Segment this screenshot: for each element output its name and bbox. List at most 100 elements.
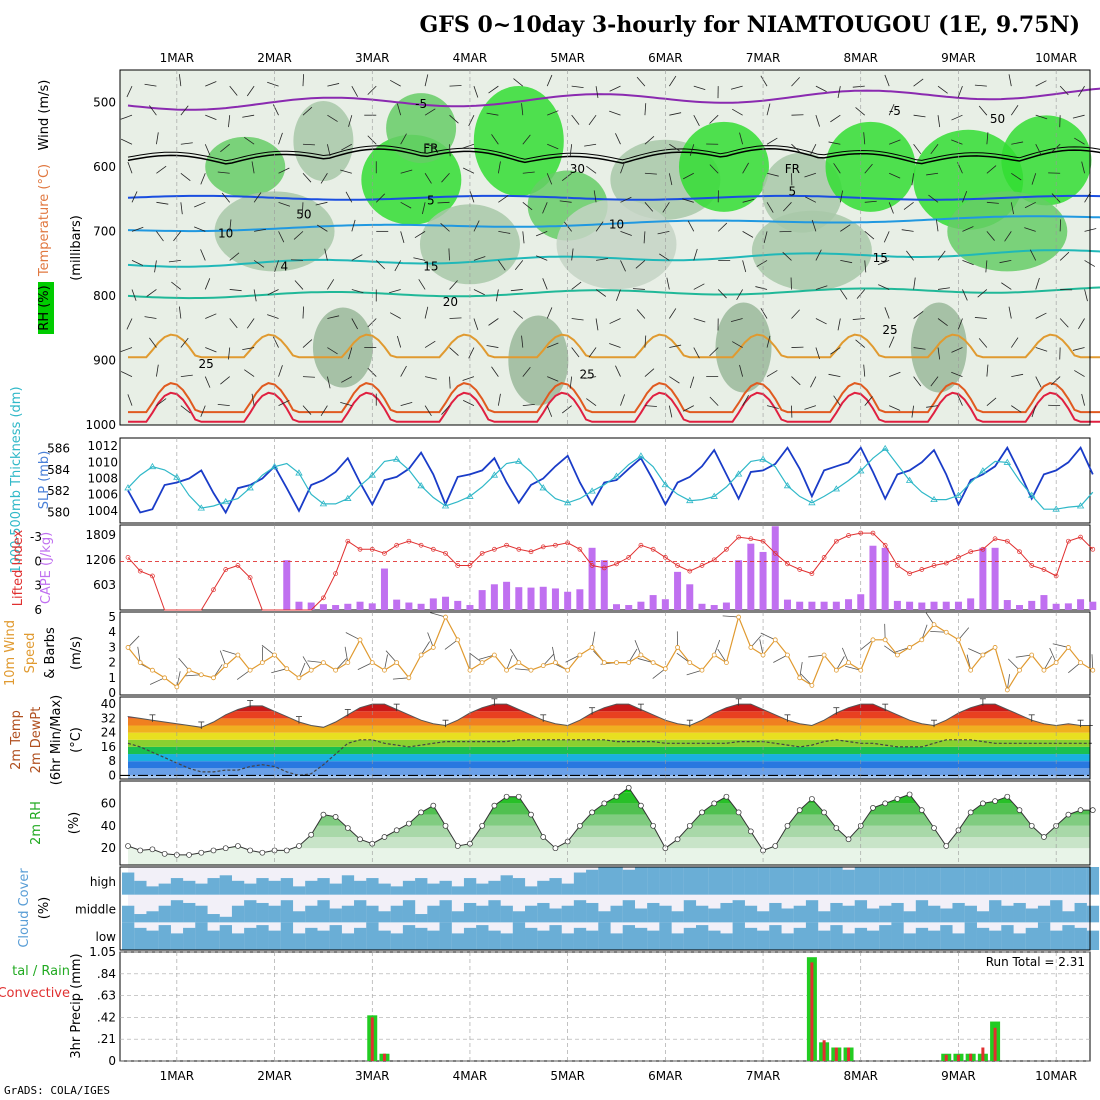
wind-barb — [889, 172, 901, 179]
rh-region — [678, 121, 769, 212]
wind-barb — [278, 167, 290, 174]
wind-barb — [791, 143, 801, 153]
wind-barb — [962, 260, 974, 266]
wind-barb — [682, 198, 694, 203]
wind-barb — [449, 347, 459, 356]
wind-barb — [864, 200, 877, 203]
cloud-cell — [280, 900, 294, 923]
wind-barb — [913, 347, 926, 350]
cloud-cell — [476, 883, 489, 895]
cape-bar — [930, 601, 938, 610]
wind-barb — [200, 405, 206, 417]
cloud-cell — [561, 905, 574, 923]
wind-barb — [229, 252, 240, 261]
wind-speed-point — [724, 660, 729, 666]
cape-bar — [1064, 603, 1072, 610]
wind-speed-line — [127, 615, 1094, 692]
wind-barb — [962, 226, 974, 232]
cape-bar — [991, 547, 999, 610]
wind-barb-10m — [236, 669, 251, 680]
wind-barb — [766, 370, 778, 377]
rh-point — [1004, 793, 1011, 800]
wind-barb-10m — [1006, 674, 1010, 691]
cloud-cell — [879, 925, 892, 950]
wind-barb — [220, 143, 230, 153]
wind-barb — [888, 202, 894, 214]
cloud-cell — [1062, 911, 1075, 923]
cloud-cell — [329, 908, 342, 923]
cloud-cell — [268, 930, 281, 950]
wind-barb — [687, 220, 695, 232]
lifted-index-point — [724, 546, 729, 552]
lifted-index-point — [833, 538, 839, 544]
rh-point — [796, 807, 803, 813]
lifted-index-point — [223, 567, 229, 572]
wind-barb — [1081, 393, 1085, 406]
cloud-frame — [119, 866, 1091, 951]
lifted-index-point — [846, 533, 851, 538]
wind-barb-10m — [924, 611, 935, 625]
wind-barb — [274, 260, 279, 272]
wind-barb — [462, 376, 475, 381]
wind-speed-point — [919, 637, 925, 643]
lifted-index-point — [589, 563, 595, 568]
cloud-row-label: middle — [75, 903, 116, 917]
wind-barb-10m — [1043, 656, 1053, 671]
cloud-cell — [720, 867, 733, 895]
cloud-cell — [634, 908, 648, 923]
cloud-cell — [952, 902, 965, 923]
cape-bar — [820, 601, 828, 610]
wind-barb — [595, 318, 599, 331]
wind-barb — [521, 335, 524, 348]
date-label-top: 2MAR — [257, 51, 292, 65]
cloud-cell — [866, 908, 880, 923]
wind-barb — [830, 347, 841, 355]
thickness-point — [661, 480, 670, 488]
wind-barb — [547, 110, 559, 116]
wind-barb — [542, 278, 548, 290]
cloud-cell — [744, 927, 758, 950]
wind-speed-point — [198, 672, 204, 678]
cloud-cell — [244, 883, 257, 895]
cloud-cell — [989, 900, 1002, 923]
slp-axis-label: SLP (mb) — [37, 451, 52, 510]
wind-barb — [302, 173, 312, 183]
cloud-cell — [378, 911, 391, 923]
wind-barb — [615, 365, 621, 377]
thickness-point — [539, 484, 547, 491]
wind-barb — [644, 335, 647, 348]
cloud-cell — [928, 905, 941, 923]
lifted-index-point — [443, 550, 448, 556]
wind-barb — [937, 85, 948, 94]
slp-tick-label: 1008 — [87, 471, 118, 485]
wind-barb — [522, 202, 533, 211]
wind-barb — [522, 367, 531, 377]
wind-barb — [246, 85, 255, 97]
cloud-cell — [720, 933, 733, 950]
cape-bar — [967, 598, 975, 610]
cloud-cell — [134, 914, 147, 923]
wind-speed-point — [833, 667, 839, 673]
wind-barb — [244, 137, 255, 145]
cloud-cell — [586, 869, 599, 895]
wind-barb — [1084, 289, 1088, 302]
wind-barb-10m — [302, 656, 312, 671]
rh-point — [772, 843, 779, 849]
rh-region — [556, 199, 677, 290]
wind-barb — [935, 219, 939, 232]
contour-label: FR — [423, 141, 438, 155]
wind-barb — [536, 255, 548, 261]
precip-tick-label: 0 — [108, 1054, 116, 1068]
cloud-cell — [1086, 905, 1100, 923]
wind-barb — [389, 312, 401, 319]
wind-barb — [180, 405, 191, 414]
temp-tick-label: 8 — [108, 754, 116, 768]
wind-barb — [766, 405, 779, 409]
wind-barb — [126, 85, 133, 98]
wind-barb-10m — [637, 658, 654, 664]
cloud-cell — [610, 905, 623, 923]
cloud-cell — [268, 880, 281, 895]
cloud-cell — [586, 902, 599, 923]
cloud-cell — [122, 922, 135, 950]
